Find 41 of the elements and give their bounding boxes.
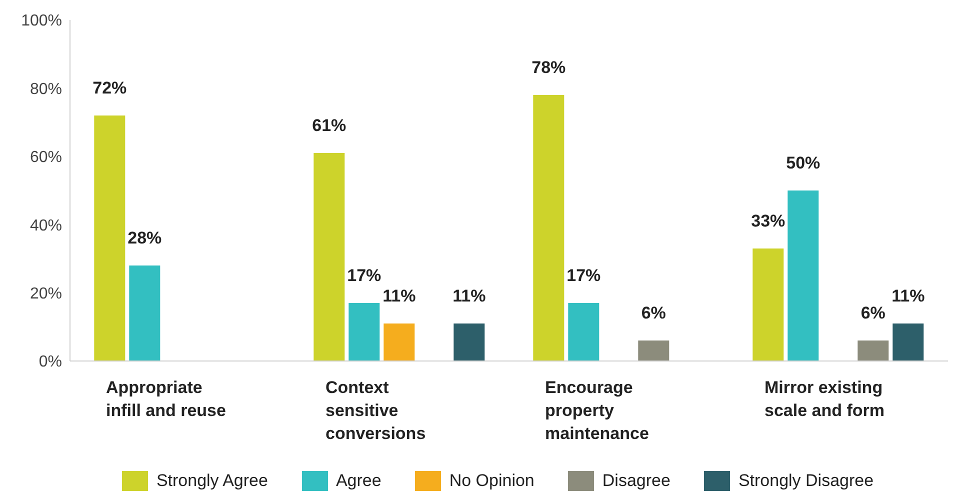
- bar: [384, 323, 415, 361]
- data-label: 28%: [128, 228, 162, 248]
- data-label: 11%: [382, 286, 416, 306]
- y-tick-label: 60%: [30, 149, 62, 166]
- bar: [752, 248, 784, 361]
- legend-label: Strongly Disagree: [737, 471, 874, 491]
- x-tick-label: Appropriate infill and reuse: [106, 378, 226, 420]
- data-label: 50%: [786, 154, 820, 172]
- data-label: 6%: [641, 304, 666, 323]
- data-label: 17%: [347, 266, 382, 286]
- bar: [94, 115, 126, 361]
- data-label: 6%: [860, 304, 886, 323]
- data-label: 11%: [892, 286, 925, 306]
- y-tick-label: 80%: [30, 80, 62, 98]
- bar: [454, 323, 485, 361]
- data-label: 72%: [92, 78, 127, 98]
- y-tick-label: 40%: [30, 217, 62, 234]
- x-tick-label: Context sensitive conversions: [326, 378, 426, 443]
- data-label: 61%: [312, 116, 346, 135]
- legend-label: Agree: [334, 471, 382, 491]
- legend-label: No Opinion: [448, 471, 534, 491]
- data-label: 78%: [532, 58, 566, 78]
- bar: [892, 323, 924, 361]
- bar: [638, 340, 670, 361]
- bar: [129, 266, 160, 361]
- y-tick-label: 100%: [21, 12, 62, 30]
- bar: [533, 95, 564, 361]
- bar: [348, 303, 380, 361]
- data-label: 11%: [452, 286, 486, 306]
- bar: [568, 303, 600, 361]
- y-tick-label: 20%: [30, 285, 62, 302]
- y-tick-label: 0%: [38, 354, 62, 371]
- x-tick-label: Mirror existing scale and form: [764, 378, 884, 420]
- data-label: 17%: [566, 266, 601, 286]
- data-label: 33%: [751, 211, 786, 230]
- bar: [858, 340, 889, 361]
- x-tick-label: Encourage property maintenance: [545, 378, 649, 443]
- legend-label: Strongly Agree: [155, 471, 268, 491]
- bar: [788, 190, 819, 361]
- bar: [314, 152, 345, 361]
- legend-label: Disagree: [601, 471, 670, 491]
